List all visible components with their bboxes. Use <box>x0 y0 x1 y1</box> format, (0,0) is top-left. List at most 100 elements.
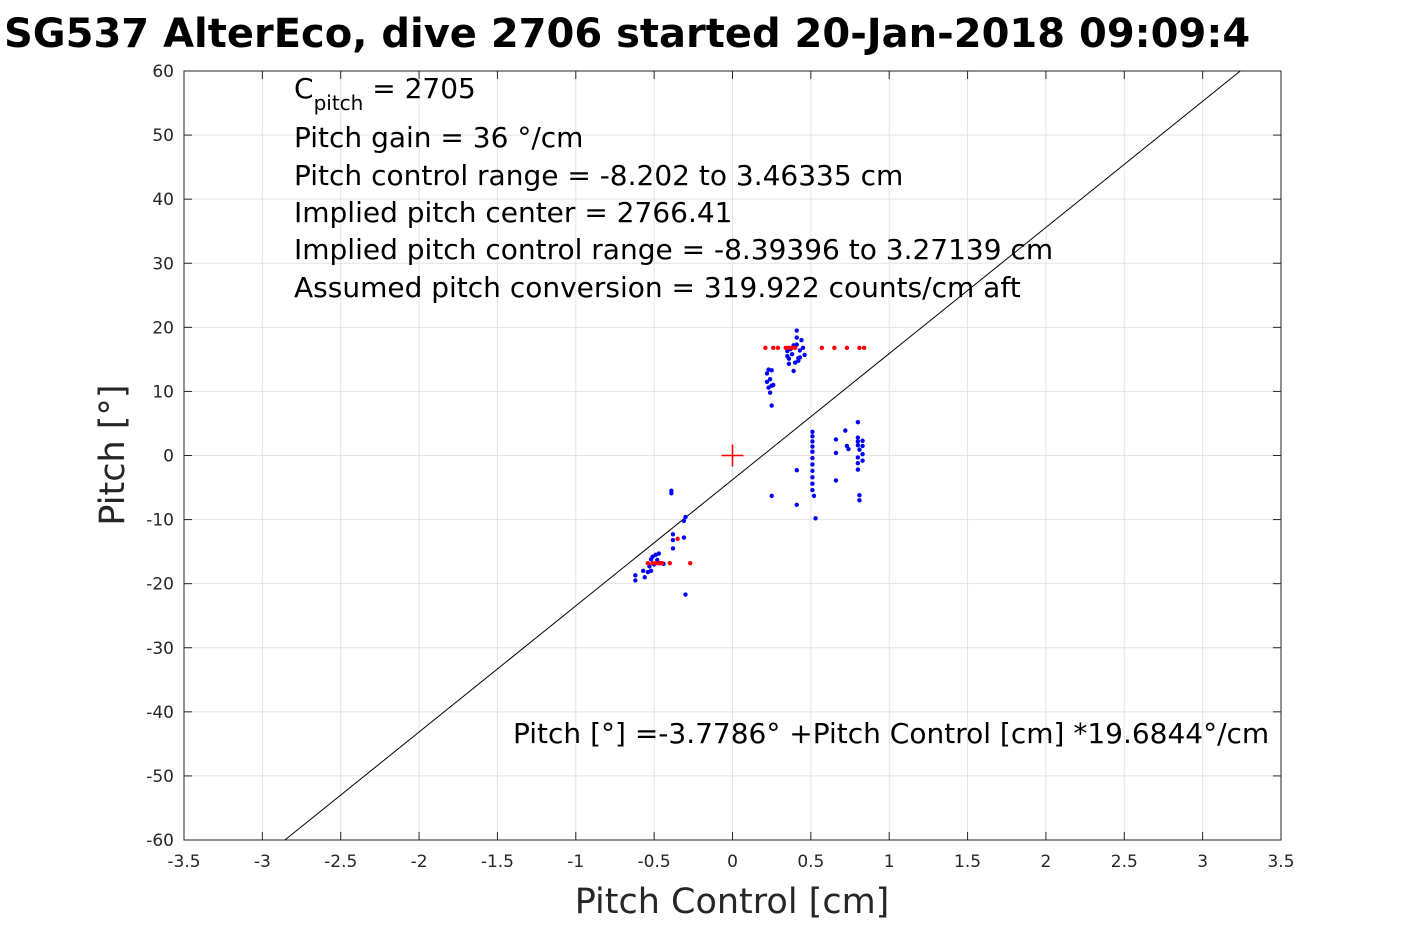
x-tick-label: 0.5 <box>797 852 824 872</box>
data-point <box>833 437 839 442</box>
data-point <box>792 345 798 351</box>
x-tick-label: -0.5 <box>638 852 671 872</box>
data-point <box>656 551 662 556</box>
y-tick-label: -30 <box>146 639 174 659</box>
data-point <box>789 352 795 357</box>
data-point <box>810 434 815 439</box>
x-axis-ticks: -3.5 -3 -2.5 -2 -1.5 -1 -0.5 0 0.5 1 1.5 2 2.5 3 3.5 <box>167 71 1295 872</box>
data-point <box>794 502 799 508</box>
data-point <box>832 345 837 351</box>
data-point <box>855 439 861 444</box>
data-point <box>640 568 646 574</box>
data-point <box>810 455 815 461</box>
data-point <box>810 475 815 480</box>
data-point <box>653 560 658 566</box>
pitch-gain-note: Pitch gain = 36 °/cm <box>294 121 583 154</box>
data-point <box>843 428 848 433</box>
data-point <box>681 518 687 524</box>
data-point <box>633 573 638 578</box>
data-point <box>769 493 774 499</box>
y-tick-label: -60 <box>146 831 174 851</box>
data-point <box>645 560 651 566</box>
x-tick-label: -1.5 <box>481 852 514 872</box>
data-point <box>810 487 815 493</box>
data-point <box>857 345 862 351</box>
cpitch-value: = 2705 <box>363 72 476 105</box>
x-tick-label: 1 <box>884 852 895 872</box>
pitch-control-range-note: Pitch control range = -8.202 to 3.46335 … <box>294 159 903 192</box>
data-point <box>642 575 647 580</box>
data-point <box>813 516 818 521</box>
y-tick-label: -40 <box>146 703 174 723</box>
data-point <box>794 335 799 340</box>
y-tick-label: 40 <box>152 190 174 210</box>
y-tick-label: -20 <box>146 575 174 595</box>
data-point <box>675 536 680 542</box>
x-tick-label: 3 <box>1197 852 1208 872</box>
data-point <box>833 478 839 483</box>
data-point <box>769 368 774 373</box>
data-point <box>687 560 693 566</box>
data-point <box>855 460 861 466</box>
data-point <box>810 468 815 474</box>
data-point <box>786 361 792 367</box>
data-point <box>769 403 774 408</box>
data-point <box>810 462 815 467</box>
data-point <box>670 546 676 551</box>
x-tick-label: -2.5 <box>324 852 357 872</box>
y-axis-label: Pitch [°] <box>93 384 133 525</box>
y-tick-label: 0 <box>163 447 174 467</box>
implied-pitch-range-note: Implied pitch control range = -8.39396 t… <box>294 233 1053 266</box>
data-point <box>767 377 773 382</box>
data-point <box>791 368 796 374</box>
y-tick-label: 60 <box>152 62 174 82</box>
data-point <box>783 345 788 351</box>
y-tick-label: 50 <box>152 126 174 146</box>
fit-equation-label: Pitch [°] =-3.7786° +Pitch Control [cm] … <box>513 717 1269 750</box>
data-point <box>861 345 867 351</box>
data-point <box>860 438 865 443</box>
data-point <box>767 390 773 395</box>
data-point <box>794 468 799 473</box>
data-point <box>797 348 803 353</box>
x-tick-label: 1.5 <box>954 852 981 872</box>
data-point <box>802 352 807 358</box>
data-point <box>855 467 861 472</box>
y-tick-label: -10 <box>146 511 174 531</box>
data-point <box>670 532 676 537</box>
assumed-conversion-note: Assumed pitch conversion = 319.922 count… <box>294 271 1021 304</box>
x-axis-label: Pitch Control [cm] <box>575 882 890 922</box>
data-point <box>855 455 861 460</box>
data-point <box>833 450 839 456</box>
data-point <box>810 429 815 434</box>
data-point <box>789 345 795 351</box>
data-point <box>855 443 861 448</box>
data-point <box>771 382 776 388</box>
x-tick-label: -2 <box>411 852 428 872</box>
cpitch-subscript: pitch <box>314 91 364 115</box>
data-point <box>846 446 851 452</box>
y-tick-label: 20 <box>152 318 174 338</box>
x-tick-label: -3 <box>254 852 271 872</box>
data-point <box>659 560 665 566</box>
data-point <box>811 493 817 499</box>
data-point <box>764 371 770 376</box>
data-point <box>771 345 776 351</box>
data-point <box>810 449 815 454</box>
data-point <box>656 560 662 566</box>
x-tick-label: 3.5 <box>1267 852 1294 872</box>
data-point <box>857 447 862 452</box>
data-point <box>648 568 654 574</box>
pitch-center-marker <box>721 444 744 467</box>
regression-line <box>284 70 1241 841</box>
calibration-notes: Cpitch = 2705 Pitch gain = 36 °/cm Pitch… <box>294 72 1053 304</box>
data-point <box>683 514 688 520</box>
y-axis-ticks: -60 -50 -40 -30 -20 -10 0 10 20 30 40 50 60 <box>146 62 1281 851</box>
data-point <box>819 345 825 351</box>
y-gridlines <box>184 70 1281 841</box>
data-point <box>855 419 861 425</box>
x-tick-label: 0 <box>727 852 738 872</box>
data-point <box>810 481 815 486</box>
data-point <box>797 355 803 360</box>
